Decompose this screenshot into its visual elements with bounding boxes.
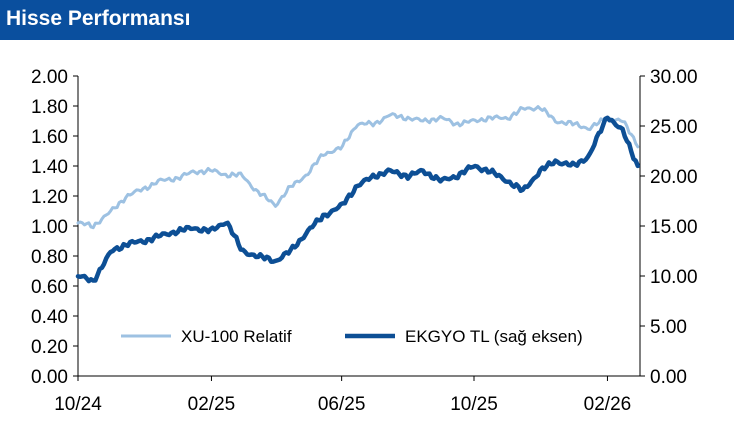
legend: XU-100 Relatif EKGYO TL (sağ eksen) bbox=[121, 327, 583, 346]
y-right-tick-label: 10.00 bbox=[650, 267, 698, 288]
y-left-tick-label: 0.00 bbox=[31, 367, 68, 388]
header-bar: Hisse Performansı bbox=[0, 0, 734, 40]
y-left-tick-label: 0.80 bbox=[31, 247, 68, 268]
y-right-tick-label: 20.00 bbox=[650, 167, 698, 188]
x-tick-label: 02/25 bbox=[188, 394, 236, 415]
x-tick-label: 10/24 bbox=[54, 394, 102, 415]
y-left-tick-label: 1.00 bbox=[31, 217, 68, 238]
y-right-tick-label: 5.00 bbox=[650, 317, 687, 338]
y-right-tick-label: 30.00 bbox=[650, 67, 698, 88]
y-left-tick-label: 0.20 bbox=[31, 337, 68, 358]
page-title: Hisse Performansı bbox=[6, 7, 191, 30]
y-left-tick-label: 1.60 bbox=[31, 127, 68, 148]
y-left-tick-label: 1.20 bbox=[31, 187, 68, 208]
series-lines bbox=[75, 105, 641, 284]
series-ekgyo-line bbox=[75, 115, 641, 284]
y-left-tick-label: 2.00 bbox=[31, 67, 68, 88]
y-left-tick-label: 0.60 bbox=[31, 277, 68, 298]
x-tick-label: 02/26 bbox=[584, 394, 632, 415]
legend-label: XU-100 Relatif bbox=[181, 327, 292, 346]
y-right-tick-label: 0.00 bbox=[650, 367, 687, 388]
y-left-tick-label: 0.40 bbox=[31, 307, 68, 328]
y-left-tick-label: 1.80 bbox=[31, 97, 68, 118]
axes: 0.00 0.20 0.40 0.60 0.80 1.00 1.20 1.40 1.60 1.80… bbox=[31, 67, 698, 415]
legend-label: EKGYO TL (sağ eksen) bbox=[405, 327, 583, 346]
y-right-tick-label: 15.00 bbox=[650, 217, 698, 238]
y-right-tick-label: 25.00 bbox=[650, 117, 698, 138]
x-tick-label: 10/25 bbox=[450, 394, 498, 415]
x-tick-label: 06/25 bbox=[318, 394, 366, 415]
series-xu100-line bbox=[76, 105, 640, 230]
y-left-tick-label: 1.40 bbox=[31, 157, 68, 178]
